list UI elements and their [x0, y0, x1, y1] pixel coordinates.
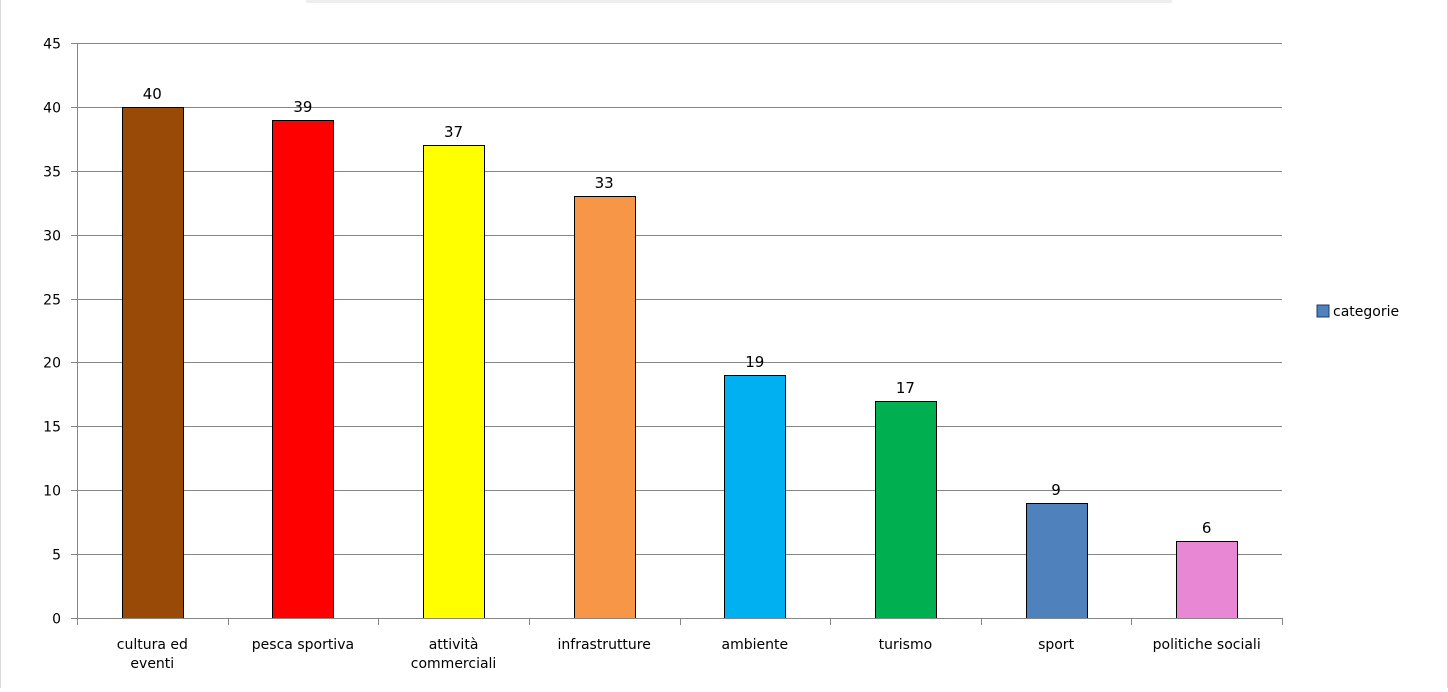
y-tick-label-20: 20	[43, 356, 61, 372]
bar-5	[875, 401, 937, 619]
data-label-6: 9	[1051, 481, 1061, 499]
data-label-5: 17	[896, 379, 915, 397]
bar-4	[724, 375, 786, 619]
x-tick-label-3: infrastrutture	[558, 637, 651, 653]
bars: 40 39 37 33 19 17 9 6	[122, 85, 1238, 619]
legend: categorie	[1316, 304, 1399, 320]
y-tick-label-45: 45	[43, 37, 61, 53]
data-label-1: 39	[293, 98, 312, 116]
bar-1	[272, 120, 334, 619]
y-tick-label-10: 10	[43, 484, 61, 500]
bar-0	[122, 107, 184, 619]
legend-swatch-categorie	[1316, 304, 1330, 318]
y-tick-label-40: 40	[43, 101, 61, 117]
x-tick-label-6: sport	[1038, 637, 1075, 653]
y-tick-label-0: 0	[52, 612, 61, 628]
bar-7	[1176, 541, 1238, 619]
y-tick-label-25: 25	[43, 293, 61, 309]
y-tick-label-15: 15	[43, 420, 61, 436]
data-label-3: 33	[595, 174, 614, 192]
y-axis: 0 5 10 15 20 25 30 35 40 45	[43, 37, 78, 628]
gridlines	[77, 43, 1282, 555]
x-tick-label-2: attività commerciali	[411, 637, 497, 672]
x-tick-label-5: turismo	[879, 637, 933, 653]
x-tick-label-0: cultura ed eventi	[117, 637, 188, 672]
y-tick-label-5: 5	[52, 548, 61, 564]
x-tick-label-1: pesca sportiva	[252, 637, 354, 653]
legend-label-categorie: categorie	[1333, 304, 1399, 320]
data-label-7: 6	[1202, 519, 1212, 537]
x-tick-label-7: politiche sociali	[1153, 637, 1261, 653]
bar-2	[423, 145, 485, 619]
bar-3	[574, 196, 636, 619]
data-label-0: 40	[143, 85, 162, 103]
data-label-4: 19	[745, 353, 764, 371]
y-tick-label-35: 35	[43, 165, 61, 181]
x-tick-label-4: ambiente	[722, 637, 789, 653]
data-label-2: 37	[444, 123, 463, 141]
y-tick-label-30: 30	[43, 229, 61, 245]
x-axis: cultura ed eventi pesca sportiva attività co…	[77, 618, 1283, 672]
chart-title-area	[306, 0, 1172, 3]
bar-6	[1026, 503, 1088, 619]
